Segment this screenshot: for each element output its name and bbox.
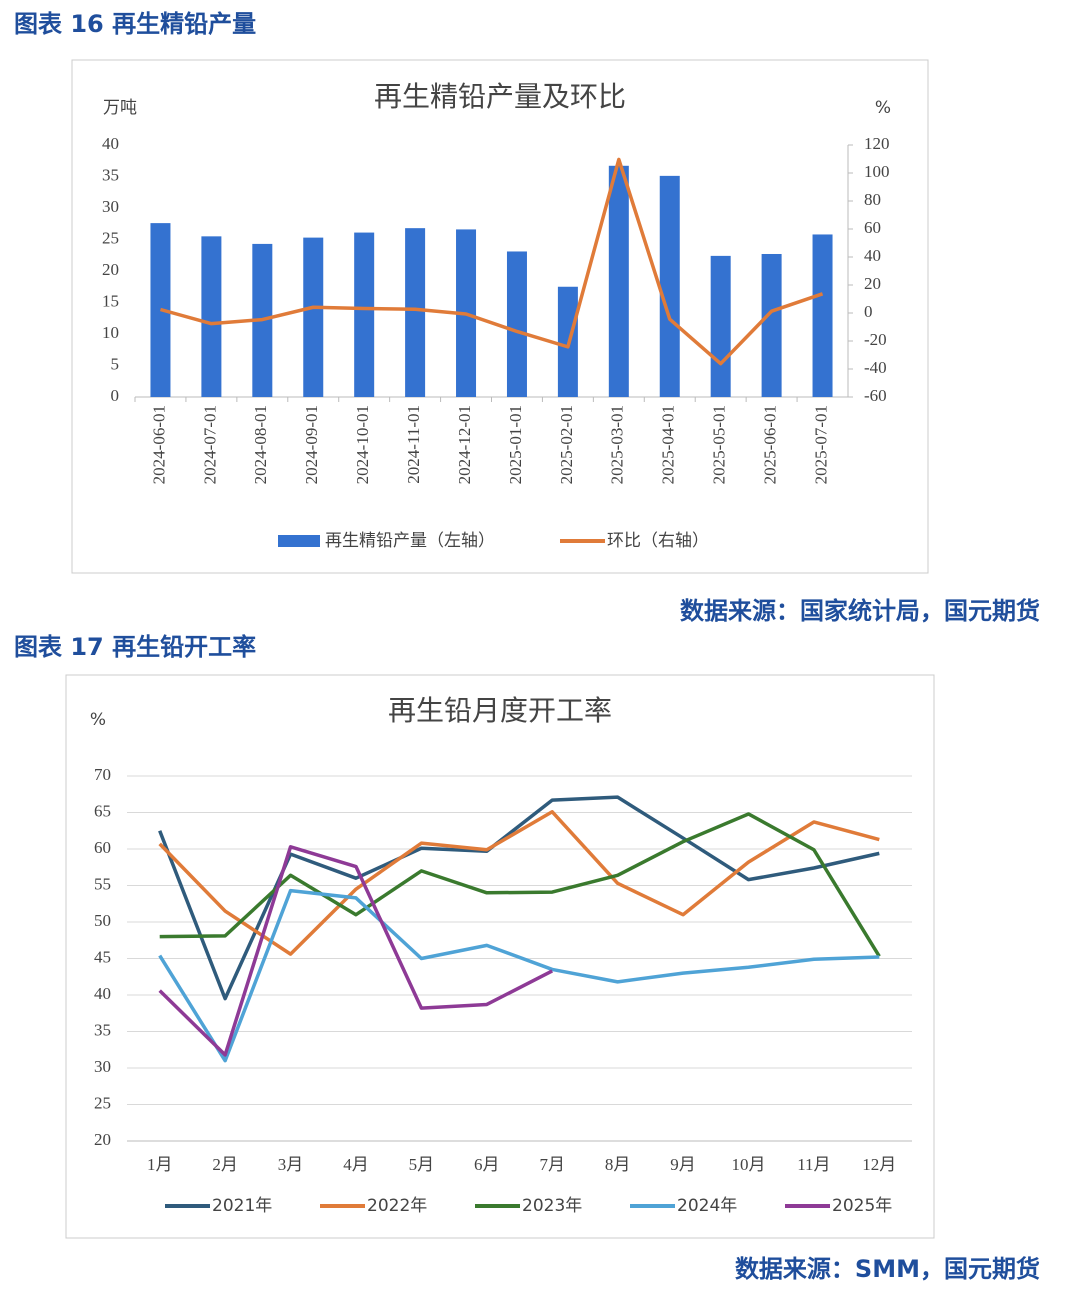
bar (506, 251, 527, 397)
y-axis-label: % (90, 710, 106, 730)
x-tick-label: 2024-10-01 (353, 405, 372, 484)
bar (405, 228, 426, 397)
x-tick-label: 2025-04-01 (659, 405, 678, 484)
y-tick-label: 40 (94, 984, 111, 1003)
y2-tick-label: -20 (864, 330, 887, 349)
y-tick-label: 25 (94, 1093, 111, 1112)
y-axis-label: 万吨 (103, 98, 137, 118)
y2-tick-label: 120 (864, 134, 890, 153)
y2-tick-label: 60 (864, 218, 881, 237)
legend-swatch (278, 535, 320, 547)
x-tick-label: 2025-02-01 (557, 405, 576, 484)
line (159, 157, 824, 366)
y2-tick-label: 20 (864, 274, 881, 293)
y2-tick-label: 0 (864, 302, 873, 321)
line (158, 845, 554, 1057)
x-tick-label: 11月 (797, 1155, 830, 1174)
x-tick-label: 2025-05-01 (710, 405, 729, 484)
y2-tick-label: 80 (864, 190, 881, 209)
legend-label: 环比（右轴） (607, 531, 709, 551)
x-tick-label: 2月 (212, 1155, 238, 1174)
x-tick-label: 2024-08-01 (251, 405, 270, 484)
y-tick-label: 30 (102, 197, 119, 216)
y-tick-label: 25 (102, 228, 119, 247)
x-tick-label: 3月 (278, 1155, 304, 1174)
x-tick-label: 2024-12-01 (455, 405, 474, 484)
y-tick-label: 35 (102, 165, 119, 184)
x-tick-label: 4月 (343, 1155, 369, 1174)
legend-label: 2024年 (677, 1196, 737, 1216)
y2-axis-label: % (875, 98, 891, 118)
x-tick-label: 8月 (605, 1155, 631, 1174)
y2-tick-label: -40 (864, 358, 887, 377)
x-tick-label: 9月 (670, 1155, 696, 1174)
bar (812, 234, 833, 397)
x-tick-label: 2025-01-01 (506, 405, 525, 484)
x-tick-label: 2025-03-01 (608, 405, 627, 484)
y2-tick-label: 100 (864, 162, 890, 181)
y-tick-label: 45 (94, 947, 111, 966)
legend-label: 2025年 (832, 1196, 892, 1216)
y-tick-label: 30 (94, 1057, 111, 1076)
x-tick-label: 12月 (862, 1155, 896, 1174)
y-tick-label: 10 (102, 323, 119, 342)
y-tick-label: 15 (102, 291, 119, 310)
bar (354, 232, 375, 397)
chart-frame (65, 674, 935, 1239)
y-tick-label: 5 (111, 354, 120, 373)
y-tick-label: 0 (111, 386, 120, 405)
bar (303, 237, 324, 397)
bar (608, 165, 629, 397)
legend-label: 2022年 (367, 1196, 427, 1216)
source: 数据来源：SMM，国元期货 (735, 1255, 1040, 1283)
x-tick-label: 1月 (147, 1155, 173, 1174)
chart-title: 再生精铅产量及环比 (374, 80, 626, 113)
bar (710, 255, 731, 397)
x-tick-label: 7月 (539, 1155, 565, 1174)
x-tick-label: 6月 (474, 1155, 500, 1174)
bar (761, 253, 782, 397)
y-tick-label: 35 (94, 1020, 111, 1039)
x-tick-label: 2024-11-01 (404, 405, 423, 484)
y-tick-label: 40 (102, 134, 119, 153)
x-tick-label: 2025-06-01 (761, 405, 780, 484)
x-tick-label: 2024-06-01 (149, 405, 168, 484)
y2-tick-label: 40 (864, 246, 881, 265)
y-tick-label: 60 (94, 838, 111, 857)
line (158, 810, 880, 956)
legend-label: 2023年 (522, 1196, 582, 1216)
caption: 图表 16 再生精铅产量 (14, 10, 256, 38)
y-tick-label: 55 (94, 874, 111, 893)
legend-label: 再生精铅产量（左轴） (325, 531, 495, 551)
y-tick-label: 70 (94, 765, 111, 784)
x-tick-label: 5月 (409, 1155, 435, 1174)
y-tick-label: 20 (102, 260, 119, 279)
y-tick-label: 20 (94, 1130, 111, 1149)
legend-label: 2021年 (212, 1196, 272, 1216)
chart-frame (71, 59, 929, 574)
x-tick-label: 2025-07-01 (811, 405, 830, 484)
bar (659, 175, 680, 397)
x-tick-label: 2024-07-01 (200, 405, 219, 484)
x-tick-label: 2024-09-01 (302, 405, 321, 484)
y-tick-label: 65 (94, 801, 111, 820)
y-tick-label: 50 (94, 911, 111, 930)
caption: 图表 17 再生铅开工率 (14, 633, 256, 661)
source: 数据来源：国家统计局，国元期货 (680, 597, 1040, 625)
x-tick-label: 10月 (731, 1155, 765, 1174)
chart-title: 再生铅月度开工率 (388, 694, 612, 727)
bar (201, 236, 222, 397)
y2-tick-label: -60 (864, 386, 887, 405)
line (158, 888, 880, 1063)
